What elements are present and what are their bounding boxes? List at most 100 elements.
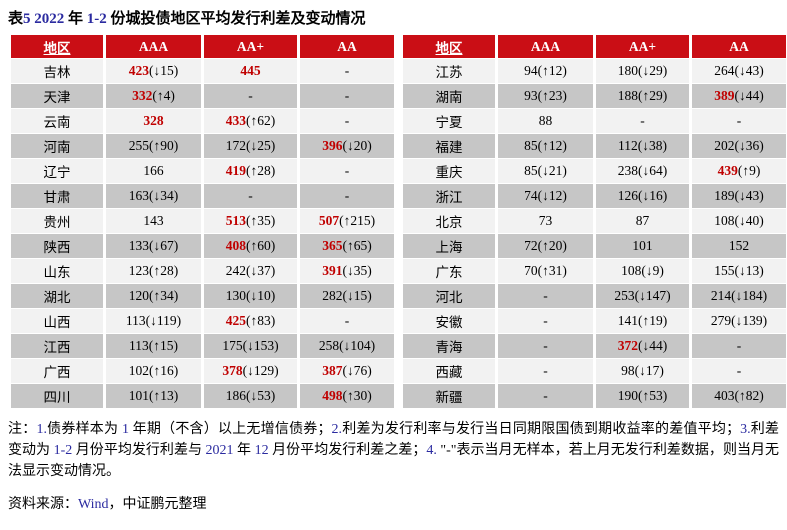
value-cell: 258(↓104) bbox=[300, 334, 394, 358]
value-cell: - bbox=[204, 184, 297, 208]
table-row: 江西 113(↑15) 175(↓153) 258(↓104) bbox=[11, 334, 394, 358]
table-row: 湖南 93(↑23) 188(↑29) 389(↓44) bbox=[403, 84, 786, 108]
region-cell: 河南 bbox=[11, 134, 103, 158]
region-cell: 陕西 bbox=[11, 234, 103, 258]
table-row: 江苏 94(↑12) 180(↓29) 264(↓43) bbox=[403, 59, 786, 83]
region-cell: 广西 bbox=[11, 359, 103, 383]
value-cell: 133(↓67) bbox=[106, 234, 201, 258]
table-row: 安徽 -141(↑19) 279(↓139) bbox=[403, 309, 786, 333]
value-cell: 98(↓17) bbox=[596, 359, 689, 383]
table-row: 西藏 -98(↓17) - bbox=[403, 359, 786, 383]
region-cell: 云南 bbox=[11, 109, 103, 133]
highlighted-value: 372 bbox=[617, 338, 638, 353]
header-row: 地区 AAA AA+ AA bbox=[11, 35, 394, 58]
value-cell: 186(↓53) bbox=[204, 384, 297, 408]
table-row: 上海 72(↑20) 101 152 bbox=[403, 234, 786, 258]
table-title: 表5 2022 年 1-2 份城投债地区平均发行利差及变动情况 bbox=[8, 11, 366, 27]
highlighted-value: 433 bbox=[225, 113, 246, 128]
table-row: 甘肃 163(↓34) - - bbox=[11, 184, 394, 208]
region-cell: 贵州 bbox=[11, 209, 103, 233]
region-cell: 西藏 bbox=[403, 359, 495, 383]
highlighted-value: 389 bbox=[714, 88, 735, 103]
value-cell: - bbox=[300, 84, 394, 108]
value-cell: 102(↑16) bbox=[106, 359, 201, 383]
region-cell: 河北 bbox=[403, 284, 495, 308]
value-cell: 108(↓40) bbox=[692, 209, 786, 233]
value-cell: - bbox=[498, 359, 593, 383]
value-cell: 85(↓21) bbox=[498, 159, 593, 183]
table-row: 浙江 74(↓12) 126(↓16) 189(↓43) bbox=[403, 184, 786, 208]
value-cell: - bbox=[498, 334, 593, 358]
value-cell: 152 bbox=[692, 234, 786, 258]
value-cell: 242(↓37) bbox=[204, 259, 297, 283]
value-cell: 172(↓25) bbox=[204, 134, 297, 158]
region-cell: 江西 bbox=[11, 334, 103, 358]
value-cell: 328 bbox=[106, 109, 201, 133]
column-header-aa-plus: AA+ bbox=[596, 35, 689, 58]
numeral: 1 bbox=[121, 422, 129, 437]
table-row: 青海 -372(↓44) - bbox=[403, 334, 786, 358]
value-cell: 180(↓29) bbox=[596, 59, 689, 83]
table-row: 天津 332(↑4) - - bbox=[11, 84, 394, 108]
value-cell: 439(↑9) bbox=[692, 159, 786, 183]
highlighted-value: 439 bbox=[717, 163, 738, 178]
region-cell: 山西 bbox=[11, 309, 103, 333]
value-cell: 264(↓43) bbox=[692, 59, 786, 83]
highlighted-value: 498 bbox=[322, 388, 343, 403]
numeral: 2. bbox=[331, 422, 343, 437]
numeral: 4. bbox=[426, 443, 437, 458]
numeral: 2021 bbox=[205, 443, 234, 458]
value-cell: 408(↑60) bbox=[204, 234, 297, 258]
table-row: 山东 123(↑28) 242(↓37) 391(↓35) bbox=[11, 259, 394, 283]
value-cell: 113(↓119) bbox=[106, 309, 201, 333]
value-cell: 93(↑23) bbox=[498, 84, 593, 108]
value-cell: 423(↓15) bbox=[106, 59, 201, 83]
value-cell: 507(↑215) bbox=[300, 209, 394, 233]
value-cell: 403(↑82) bbox=[692, 384, 786, 408]
numeral: 2022 bbox=[34, 11, 65, 27]
table-row: 北京 73 87 108(↓40) bbox=[403, 209, 786, 233]
highlighted-value: 445 bbox=[240, 63, 261, 78]
value-cell: 101 bbox=[596, 234, 689, 258]
column-header-aaa: AAA bbox=[106, 35, 201, 58]
table-row: 福建 85(↑12) 112(↓38) 202(↓36) bbox=[403, 134, 786, 158]
header-row: 地区 AAA AA+ AA bbox=[403, 35, 786, 58]
value-cell: 391(↓35) bbox=[300, 259, 394, 283]
value-cell: - bbox=[498, 309, 593, 333]
numeral: Wind bbox=[78, 497, 109, 512]
table-row: 宁夏 88- - bbox=[403, 109, 786, 133]
value-cell: 163(↓34) bbox=[106, 184, 201, 208]
value-cell: 88 bbox=[498, 109, 593, 133]
region-cell: 浙江 bbox=[403, 184, 495, 208]
value-cell: - bbox=[498, 284, 593, 308]
value-cell: 108(↓9) bbox=[596, 259, 689, 283]
value-cell: 143 bbox=[106, 209, 201, 233]
report-table-figure: 表5 2022 年 1-2 份城投债地区平均发行利差及变动情况 地区 AAA AA+… bbox=[8, 7, 786, 513]
column-header-aa: AA bbox=[692, 35, 786, 58]
region-cell: 四川 bbox=[11, 384, 103, 408]
value-cell: 141(↑19) bbox=[596, 309, 689, 333]
value-cell: 253(↓147) bbox=[596, 284, 689, 308]
spread-table-left: 地区 AAA AA+ AA 吉林 423(↓15) 445- 天津 332(↑4) - - 云南 328… bbox=[8, 34, 397, 409]
value-cell: 255(↑90) bbox=[106, 134, 201, 158]
value-cell: 74(↓12) bbox=[498, 184, 593, 208]
value-cell: 166 bbox=[106, 159, 201, 183]
value-cell: - bbox=[498, 384, 593, 408]
column-header-aa-plus: AA+ bbox=[204, 35, 297, 58]
numeral: 3. bbox=[740, 422, 751, 437]
value-cell: - bbox=[300, 309, 394, 333]
region-cell: 安徽 bbox=[403, 309, 495, 333]
spread-tables-container: 地区 AAA AA+ AA 吉林 423(↓15) 445- 天津 332(↑4) - - 云南 328… bbox=[8, 34, 786, 409]
highlighted-value: 328 bbox=[143, 113, 164, 128]
region-cell: 山东 bbox=[11, 259, 103, 283]
value-cell: 202(↓36) bbox=[692, 134, 786, 158]
value-cell: 238(↓64) bbox=[596, 159, 689, 183]
highlighted-value: 378 bbox=[222, 363, 243, 378]
value-cell: 279(↓139) bbox=[692, 309, 786, 333]
value-cell: - bbox=[596, 109, 689, 133]
numeral: 12 bbox=[254, 443, 269, 458]
numeral: 5 bbox=[23, 11, 31, 27]
highlighted-value: 513 bbox=[225, 213, 246, 228]
highlighted-value: 425 bbox=[225, 313, 246, 328]
table-row: 陕西 133(↓67) 408(↑60) 365(↑65) bbox=[11, 234, 394, 258]
